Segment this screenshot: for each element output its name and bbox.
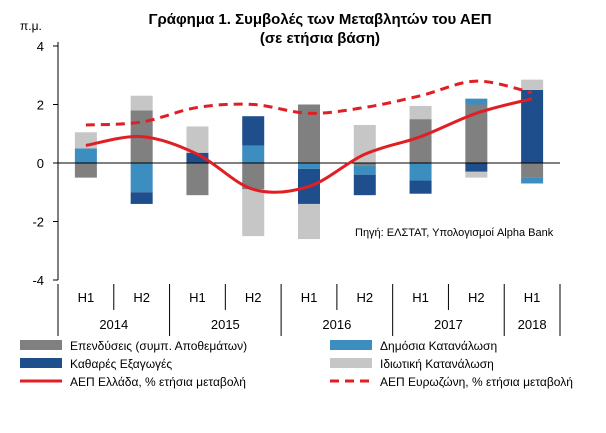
- bar-segment: [353, 174, 376, 196]
- bar-segment: [521, 163, 544, 178]
- bar-segment: [465, 98, 488, 105]
- y-tick-label: 2: [37, 98, 44, 113]
- source-note: Πηγή: ΕΛΣΤΑΤ, Υπολογισμοί Alpha Bank: [355, 227, 554, 239]
- chart-title-line1: Γράφημα 1. Συμβολές των Μεταβλητών του Α…: [148, 11, 491, 28]
- bar-segment: [242, 163, 265, 190]
- bar-segment: [242, 189, 265, 237]
- line-greece-gdp: [85, 97, 533, 194]
- bar-segment: [409, 105, 432, 120]
- y-tick-label: 4: [37, 39, 44, 54]
- bar-segment: [521, 79, 544, 90]
- year-label: 2017: [434, 317, 463, 332]
- legend-label: Καθαρές Εξαγωγές: [70, 357, 172, 371]
- bar-segment: [242, 116, 265, 146]
- legend-label: ΑΕΠ Ελλάδα, % ετήσια μεταβολή: [70, 375, 246, 389]
- year-label: 2018: [518, 317, 547, 332]
- bar-segment: [242, 145, 265, 163]
- bar-segment: [521, 177, 544, 184]
- legend-swatch: [20, 340, 62, 350]
- bar-segment: [409, 180, 432, 194]
- x-tick-label: H2: [245, 290, 262, 305]
- bar-segment: [186, 126, 209, 153]
- y-axis-unit: π.μ.: [20, 19, 42, 33]
- axes: [57, 42, 560, 280]
- year-label: 2016: [322, 317, 351, 332]
- bar-segment: [130, 163, 153, 193]
- x-tick-label: H1: [524, 290, 541, 305]
- legend-label: Δημόσια Κατανάλωση: [380, 339, 497, 353]
- legend-swatch: [330, 340, 372, 350]
- bar-segment: [353, 163, 376, 166]
- bar-segment: [130, 95, 153, 111]
- year-label: 2015: [211, 317, 240, 332]
- line-eurozone-gdp: [85, 79, 533, 127]
- legend: Επενδύσεις (συμπ. Αποθεμάτων) Δημόσια Κατ…: [20, 339, 573, 389]
- bar-segment: [465, 163, 488, 172]
- x-axis-labels: H1 H2 H1 H2 H1 H2 H1 H2 H1 2014 2015 2016 2017 2018: [57, 284, 561, 336]
- x-tick-label: H2: [356, 290, 373, 305]
- bar-segment: [465, 171, 488, 178]
- x-tick-label: H2: [468, 290, 485, 305]
- y-tick-label: 0: [37, 156, 44, 171]
- bar-segment: [298, 104, 320, 163]
- y-tick-label: -2: [32, 215, 44, 230]
- bar-segment: [353, 165, 376, 175]
- bar-segment: [298, 163, 320, 169]
- y-axis-ticks: 4 2 0 -2 -4: [32, 39, 58, 288]
- x-tick-label: H1: [189, 290, 206, 305]
- bar-segment: [186, 163, 209, 196]
- chart-title-line2: (σε ετήσια βάση): [260, 30, 380, 47]
- year-label: 2014: [99, 317, 128, 332]
- legend-label: ΑΕΠ Ευρωζώνη, % ετήσια μεταβολή: [380, 375, 573, 389]
- y-tick-label: -4: [32, 273, 44, 288]
- lines: [85, 79, 533, 194]
- bar-segment: [521, 89, 544, 163]
- bar-segment: [74, 132, 97, 149]
- x-tick-label: H1: [301, 290, 318, 305]
- legend-label: Ιδιωτική Κατανάλωση: [380, 357, 494, 371]
- legend-label: Επενδύσεις (συμπ. Αποθεμάτων): [70, 339, 247, 353]
- x-tick-label: H2: [133, 290, 150, 305]
- bar-segment: [465, 104, 488, 163]
- bar-segment: [409, 119, 432, 163]
- x-tick-label: H1: [412, 290, 429, 305]
- legend-swatch: [20, 358, 62, 368]
- bar-segment: [186, 152, 209, 163]
- bar-segment: [130, 192, 153, 204]
- bar-segment: [74, 148, 97, 163]
- bar-segment: [298, 203, 320, 240]
- legend-swatch: [330, 358, 372, 368]
- bar-segment: [74, 163, 97, 178]
- x-tick-label: H1: [78, 290, 95, 305]
- bar-segment: [409, 163, 432, 181]
- bars: [74, 79, 544, 240]
